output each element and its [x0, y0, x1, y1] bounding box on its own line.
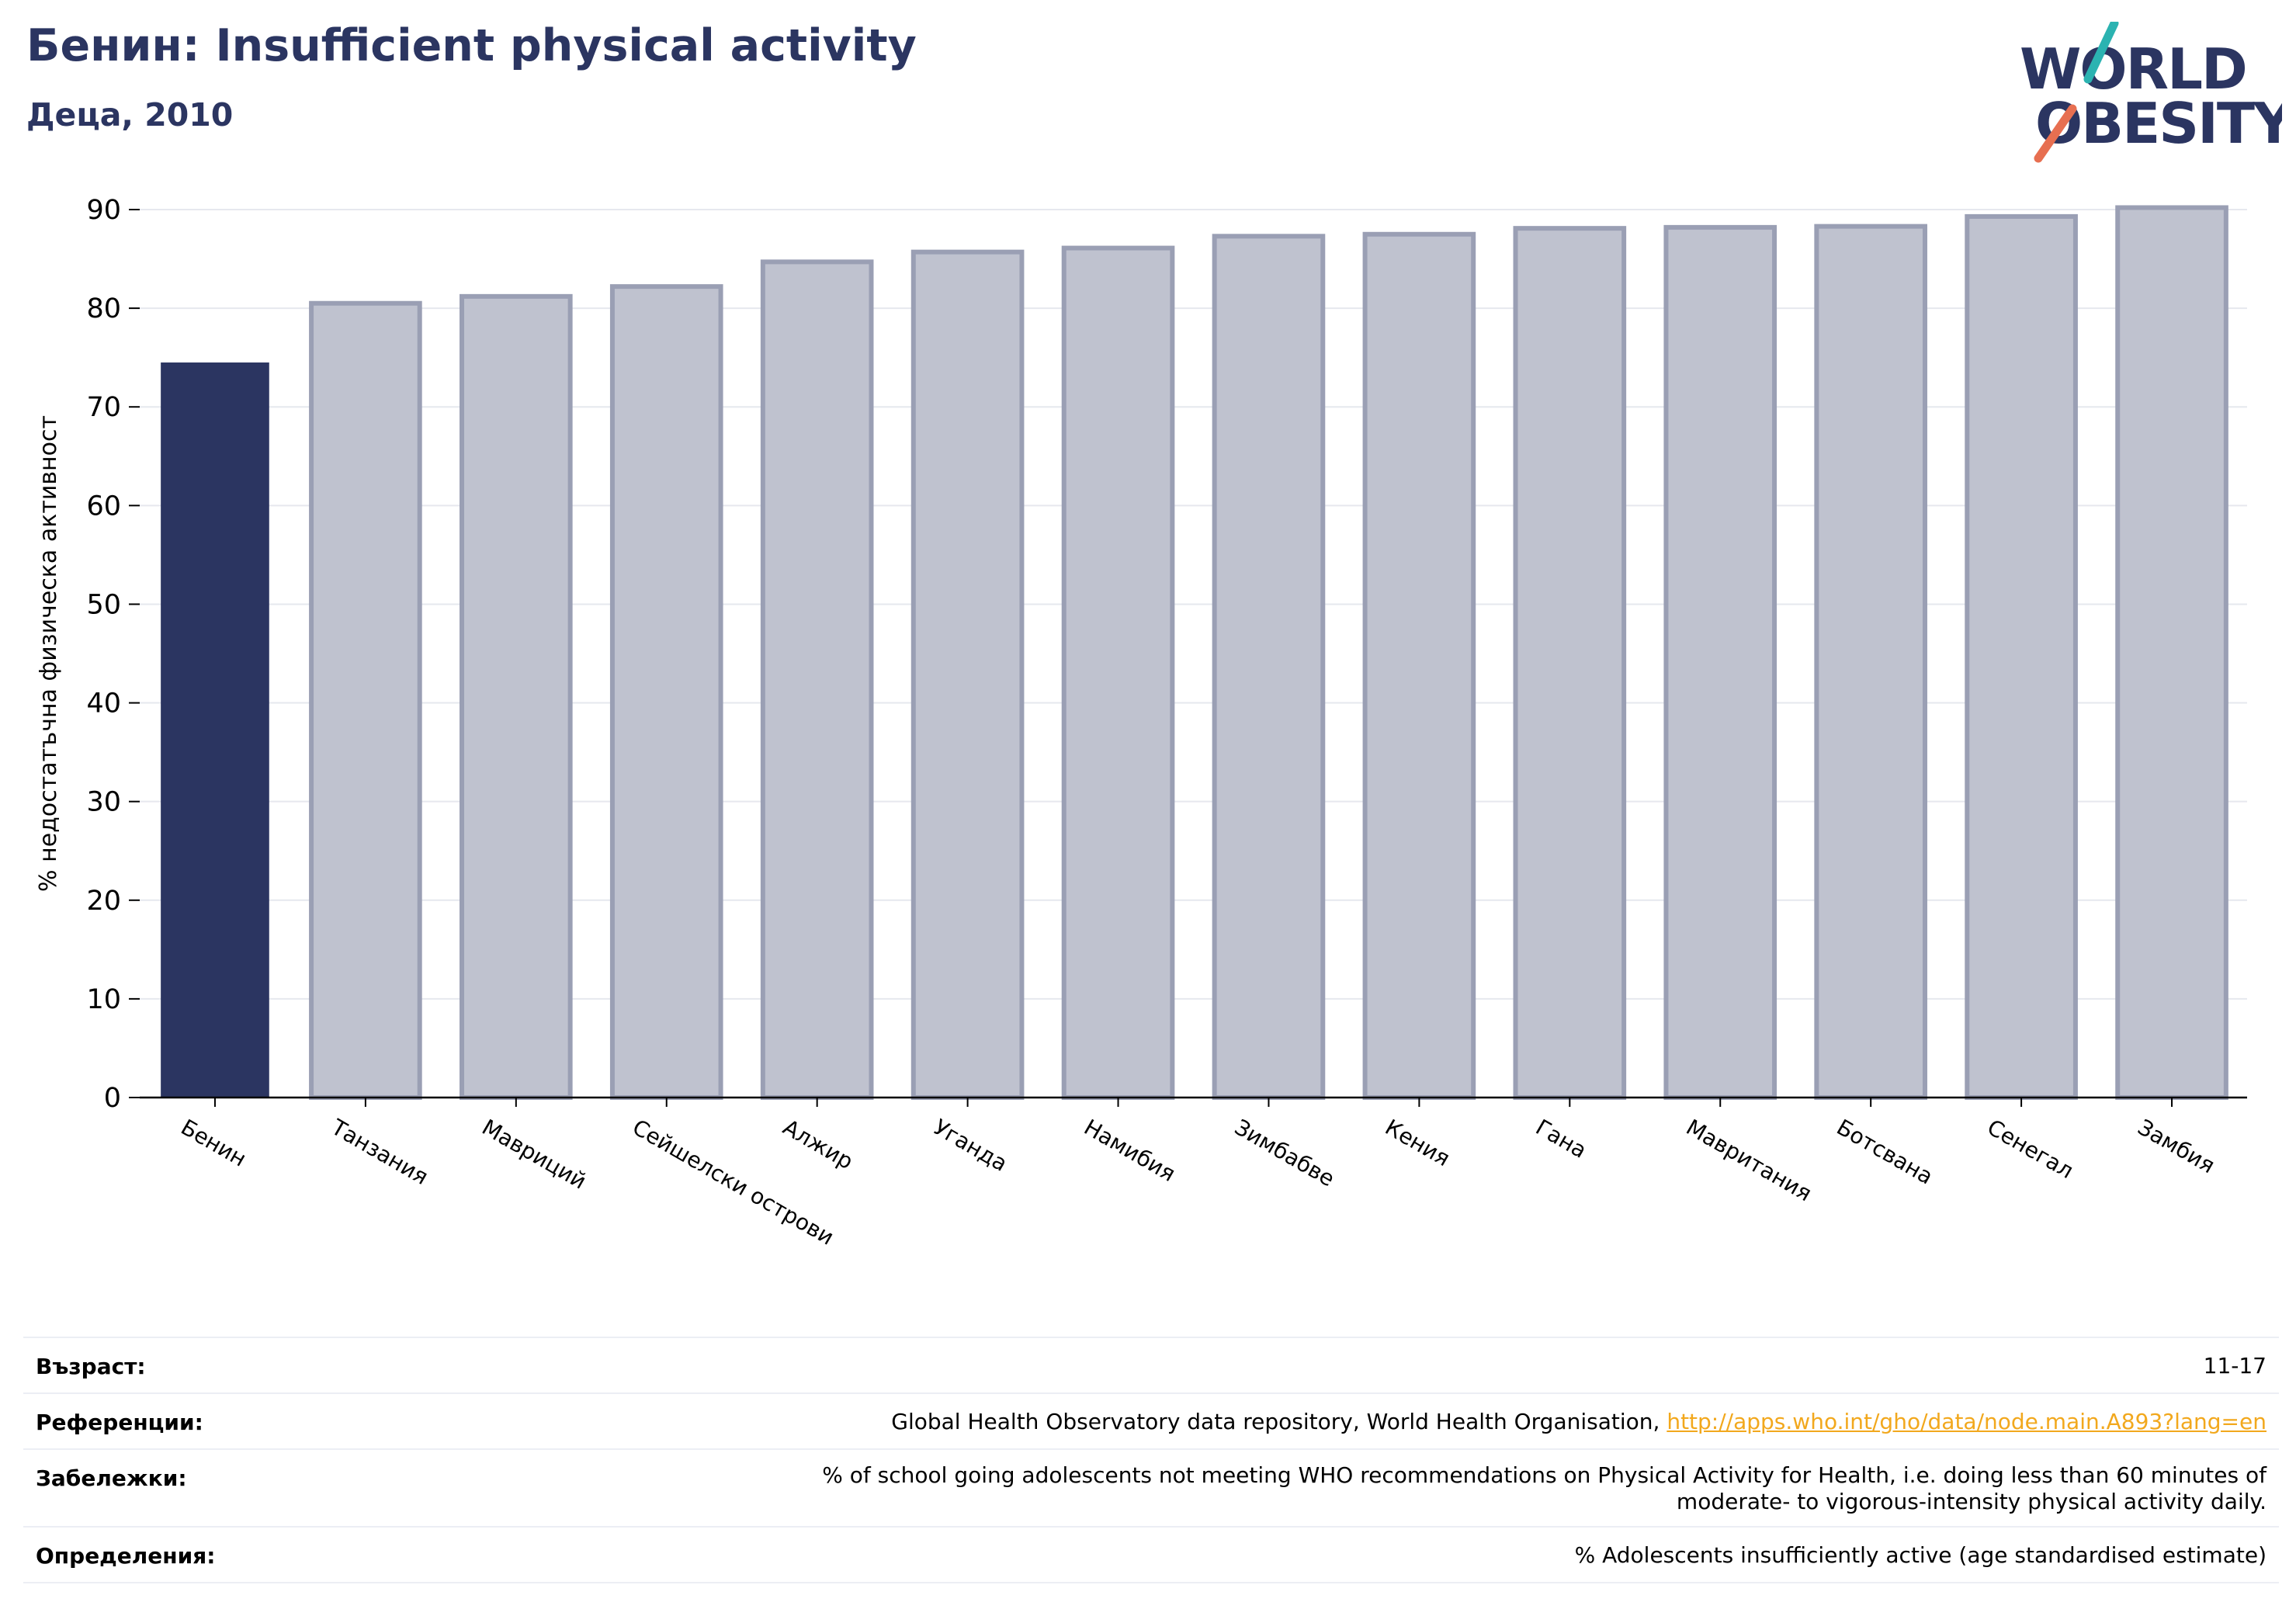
x-tick-label: Алжир: [779, 1114, 858, 1174]
meta-label-notes: Забележки:: [36, 1465, 187, 1491]
y-tick-label: 70: [86, 392, 121, 423]
x-tick-label: Замбия: [2134, 1114, 2220, 1178]
meta-label-definitions: Определения:: [36, 1543, 216, 1569]
x-tick-label: Уганда: [929, 1114, 1011, 1176]
x-tick-label: Гана: [1531, 1114, 1591, 1163]
x-tick-label: Кения: [1381, 1114, 1455, 1171]
y-tick-label: 40: [86, 688, 121, 720]
y-tick-label: 60: [86, 491, 121, 522]
y-tick-label: 50: [86, 589, 121, 620]
logo-teal-slash: [2083, 22, 2119, 84]
x-tick-label: Зимбабве: [1230, 1114, 1339, 1191]
y-axis-label: % недостатъчна физическа активност: [35, 415, 62, 892]
bar-13: [2115, 205, 2228, 1100]
y-tick-label: 30: [86, 787, 121, 818]
meta-row-age: Възраст: 11-17: [23, 1338, 2279, 1394]
references-text: Global Health Observatory data repositor…: [891, 1409, 1667, 1434]
bar-6: [1061, 245, 1175, 1100]
x-tick-label: Танзания: [327, 1114, 433, 1190]
notes-line-2: moderate- to vigorous-intensity physical…: [1676, 1489, 2267, 1514]
bars: [161, 205, 2228, 1101]
y-axis-ticks: 0 10 20 30 40 50 60 70 80 90: [86, 195, 140, 1114]
meta-value-references: Global Health Observatory data repositor…: [891, 1409, 2267, 1435]
x-tick-label: Намибия: [1080, 1114, 1180, 1187]
bar-11: [1814, 224, 1927, 1100]
chart-subtitle: Деца, 2010: [26, 96, 234, 134]
logo-coral-slash: [2034, 104, 2077, 163]
x-tick-label: Мавриций: [477, 1114, 591, 1194]
y-tick-label: 0: [104, 1083, 121, 1114]
x-tick-label: Ботсвана: [1833, 1114, 1937, 1189]
x-tick-label: Бенин: [176, 1114, 251, 1171]
logo-word-obesity: OBESITY: [2035, 91, 2282, 156]
bar-2: [460, 293, 573, 1100]
meta-label-age: Възраст:: [36, 1354, 146, 1379]
y-tick-label: 10: [86, 984, 121, 1015]
metadata-table: Възраст: 11-17 Референции: Global Health…: [23, 1337, 2279, 1583]
meta-value-definitions: % Adolescents insufficiently active (age…: [1574, 1542, 2267, 1568]
meta-value-age: 11-17: [2203, 1353, 2267, 1379]
world-obesity-logo: WORLD OBESITY: [2020, 22, 2282, 163]
bar-12: [1965, 213, 2078, 1100]
meta-row-references: Референции: Global Health Observatory da…: [23, 1394, 2279, 1450]
meta-value-notes: % of school going adolescents not meetin…: [822, 1462, 2267, 1515]
x-tick-label: Мавритания: [1682, 1114, 1816, 1206]
meta-row-definitions: Определения: % Adolescents insufficientl…: [23, 1528, 2279, 1583]
bar-0: [161, 362, 269, 1098]
meta-row-notes: Забележки: % of school going adolescents…: [23, 1450, 2279, 1528]
bar-7: [1212, 234, 1326, 1101]
meta-label-references: Референции:: [36, 1410, 203, 1435]
notes-line-1: % of school going adolescents not meetin…: [822, 1462, 2267, 1488]
x-axis-ticks: Бенин Танзания Мавриций Сейшелски островиАл…: [176, 1098, 2219, 1250]
bar-chart: 0 10 20 30 40 50 60 70 80 90 Бенин Танзания Маврици…: [35, 195, 2247, 1250]
bar-8: [1362, 231, 1476, 1100]
y-tick-label: 20: [86, 886, 121, 917]
y-tick-label: 80: [86, 293, 121, 324]
bar-5: [910, 249, 1025, 1100]
chart-title: Бенин: Insufficient physical activity: [26, 20, 917, 71]
gridlines: [140, 209, 2247, 1098]
references-link[interactable]: http://apps.who.int/gho/data/node.main.A…: [1667, 1409, 2267, 1434]
bar-1: [309, 300, 422, 1100]
bar-4: [760, 259, 874, 1100]
bar-10: [1663, 224, 1777, 1100]
bar-9: [1513, 226, 1627, 1100]
logo-word-world: WORLD: [2020, 36, 2246, 102]
bar-3: [609, 284, 723, 1101]
y-tick-label: 90: [86, 195, 121, 226]
x-tick-label: Сенегал: [1983, 1114, 2078, 1184]
